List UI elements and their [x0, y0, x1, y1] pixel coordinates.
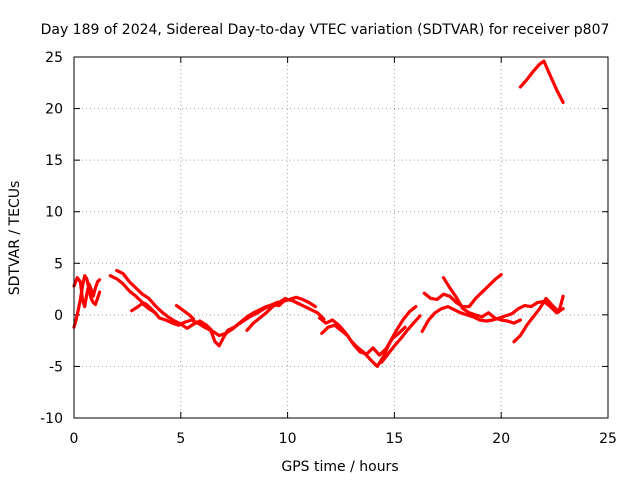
- y-tick-label: 15: [45, 153, 63, 169]
- grid-lines: [74, 57, 608, 418]
- y-tick-label: 25: [45, 50, 63, 66]
- series-track-6: [174, 304, 196, 321]
- x-tick-label: 20: [492, 431, 510, 447]
- series-track-10: [380, 314, 422, 364]
- x-tick-label: 25: [599, 431, 617, 447]
- series-track-5: [130, 301, 157, 315]
- plot-frame: [73, 56, 609, 419]
- series-track-14: [512, 294, 565, 344]
- y-tick-label: 10: [45, 205, 63, 221]
- x-tick-labels: 0 5 10 15 20 25: [70, 431, 617, 447]
- y-tick-label: -10: [40, 411, 63, 427]
- series-track-15: [518, 59, 565, 105]
- series-track-12: [422, 273, 503, 309]
- x-axis-label: GPS time / hours: [281, 459, 398, 475]
- y-axis-label: SDTVAR / TECUs: [7, 181, 23, 296]
- series-track-13: [441, 276, 523, 325]
- series-track-11: [420, 299, 565, 333]
- series-track-2: [72, 274, 102, 329]
- y-tick-label: 20: [45, 102, 63, 118]
- x-tick-label: 15: [385, 431, 403, 447]
- x-tick-label: 0: [70, 431, 79, 447]
- y-tick-label: -5: [49, 359, 63, 375]
- series-track-9: [320, 323, 407, 357]
- y-tick-label: 0: [54, 308, 63, 324]
- axis-ticks: [73, 56, 609, 419]
- series-track-8: [318, 305, 418, 368]
- series-track-7: [245, 296, 288, 332]
- chart-title: Day 189 of 2024, Sidereal Day-to-day VTE…: [41, 22, 610, 38]
- series-tracks: [72, 59, 565, 368]
- x-tick-label: 5: [176, 431, 185, 447]
- x-tick-label: 10: [279, 431, 297, 447]
- y-tick-label: 5: [54, 256, 63, 272]
- y-tick-labels: -10 -5 0 5 10 15 20 25: [40, 50, 63, 427]
